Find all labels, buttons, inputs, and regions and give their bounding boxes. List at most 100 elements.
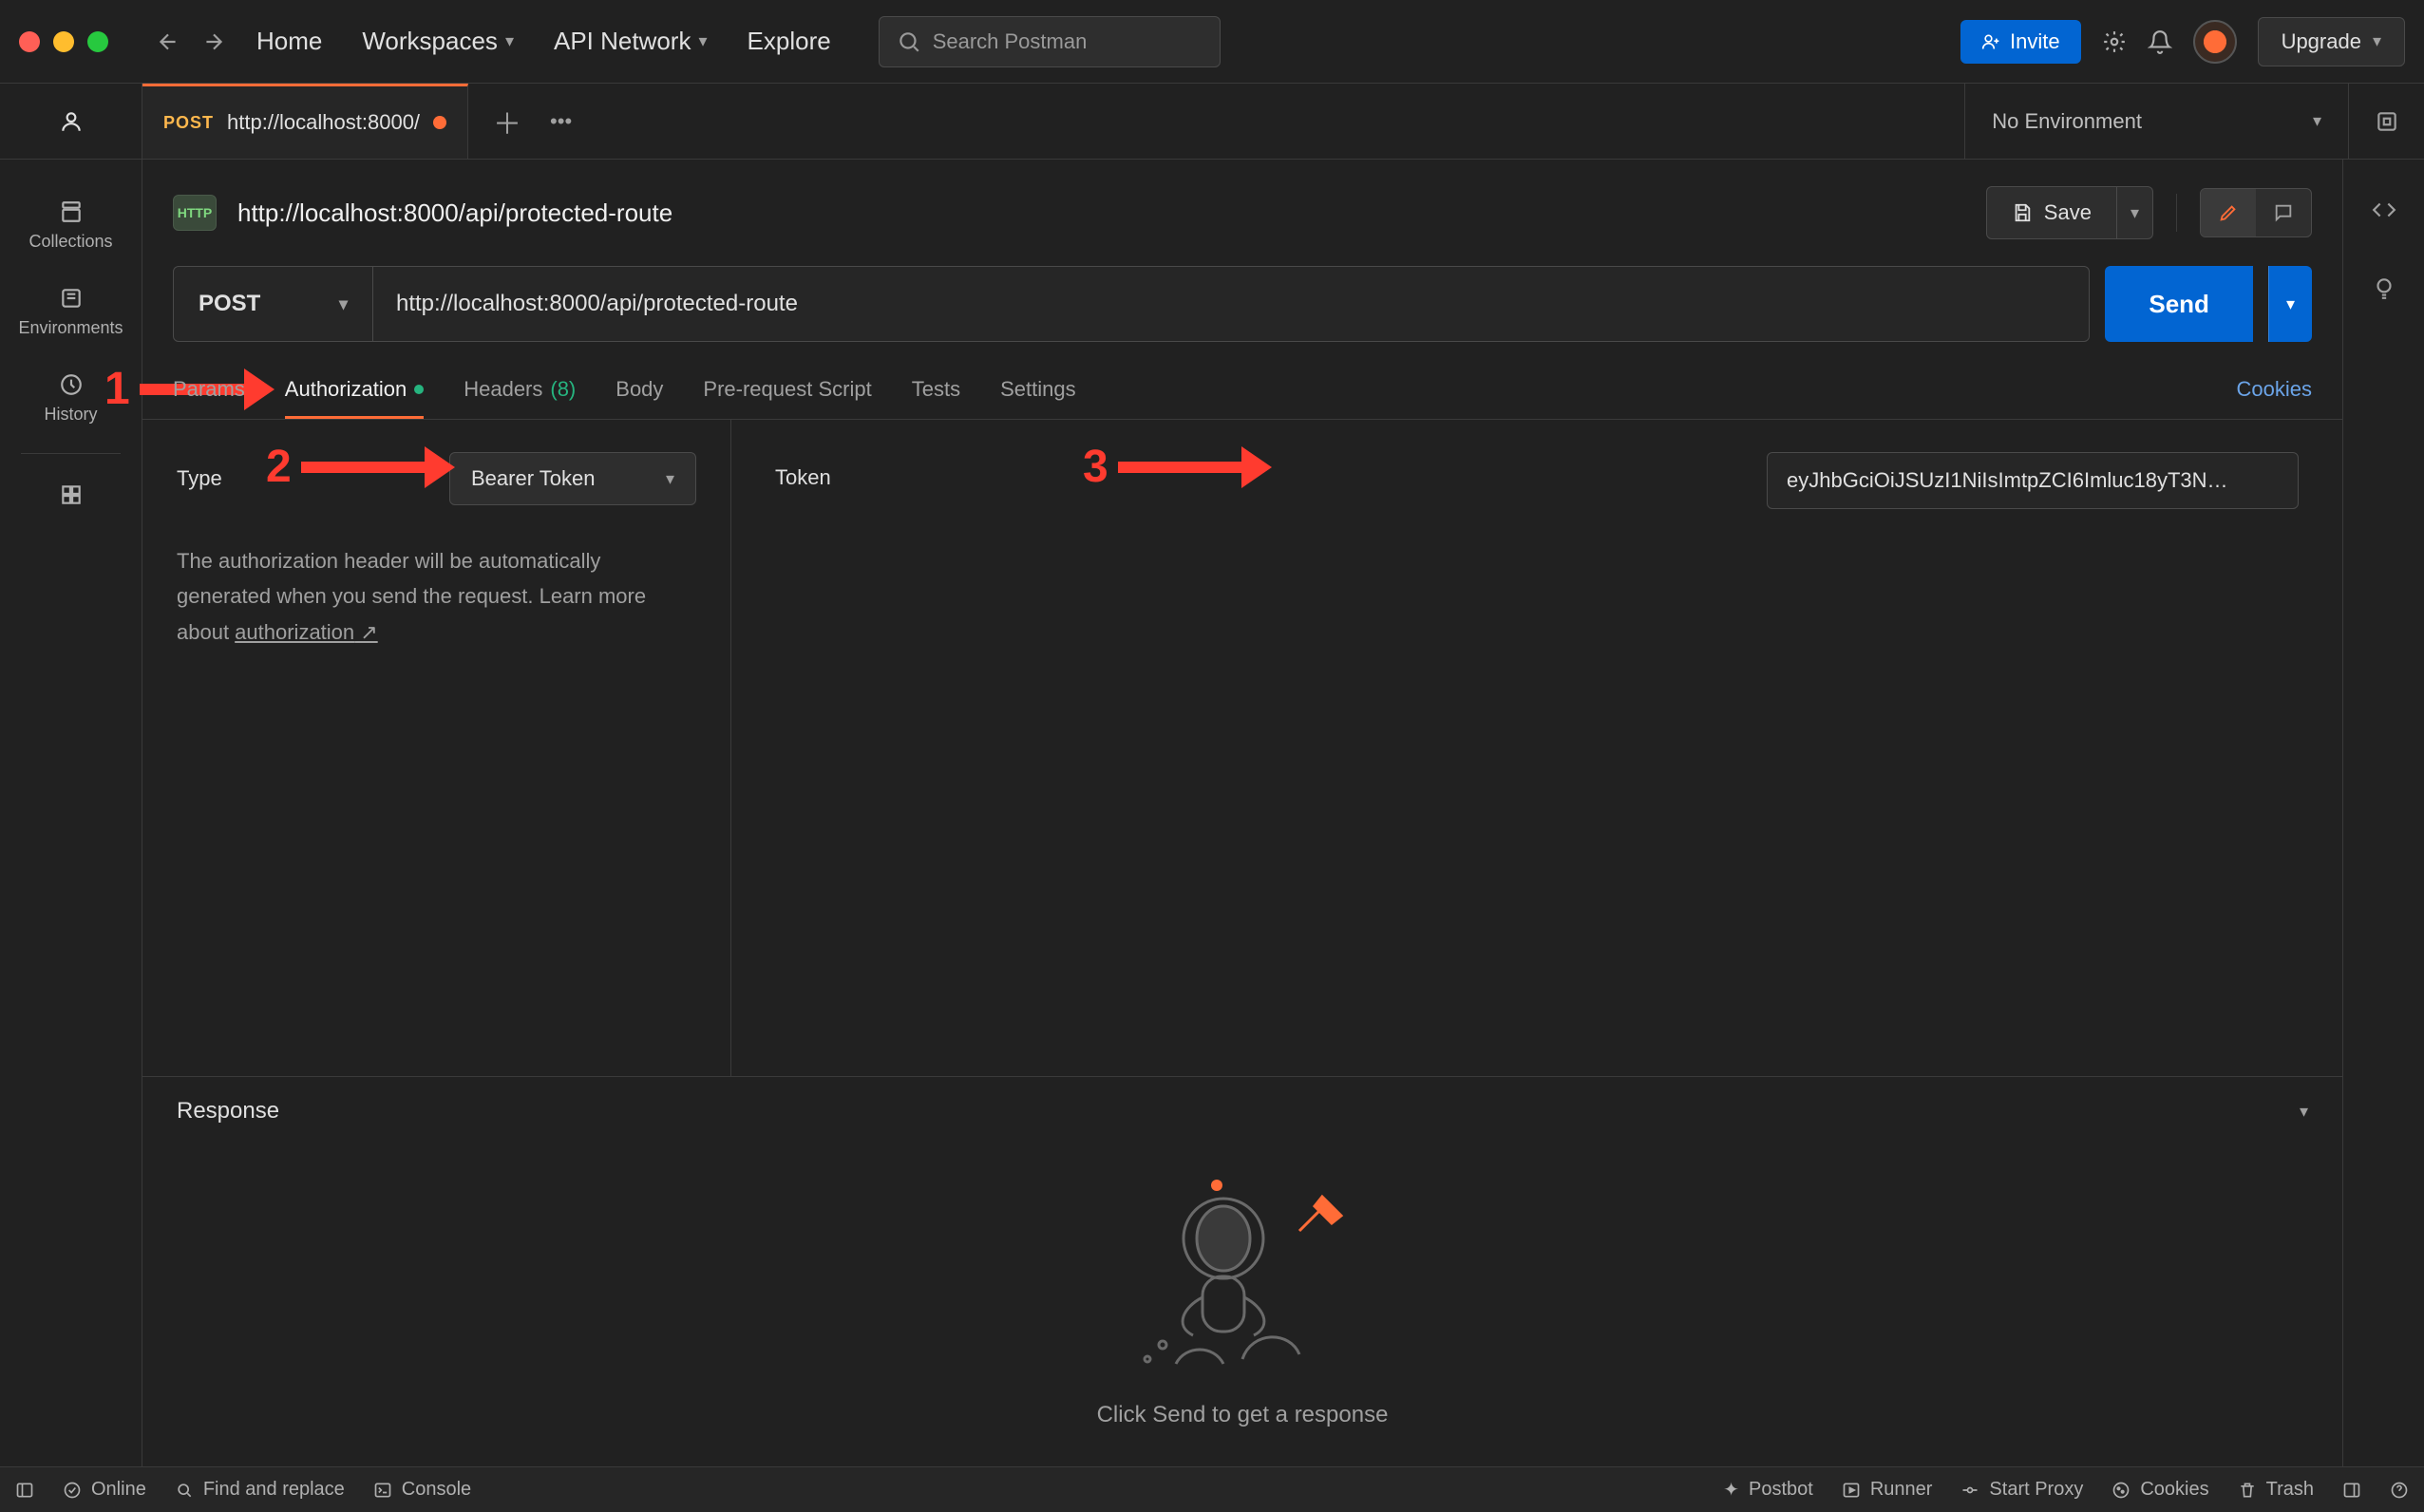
response-empty-state: Click Send to get a response <box>142 1145 2342 1466</box>
settings-button[interactable] <box>2102 29 2127 54</box>
footer-cookies-label: Cookies <box>2140 1479 2208 1501</box>
auth-type-select[interactable]: Bearer Token ▾ <box>449 452 696 505</box>
close-window[interactable] <box>19 31 40 52</box>
footer-right: ✦ Postbot Runner Start Proxy Cookies Tra… <box>1723 1478 2409 1502</box>
chevron-down-icon: ▾ <box>698 31 707 51</box>
top-right-controls: Invite Upgrade ▾ <box>1960 17 2405 66</box>
upgrade-label: Upgrade <box>2282 29 2361 54</box>
tab-overflow-button[interactable]: ••• <box>550 109 572 134</box>
save-button[interactable]: Save <box>1986 186 2117 239</box>
postbot-icon: ✦ <box>1723 1478 1739 1502</box>
authorization-docs-link[interactable]: authorization ↗ <box>235 620 378 644</box>
environment-select[interactable]: No Environment ▾ <box>1964 84 2348 159</box>
cookies-link[interactable]: Cookies <box>2237 377 2312 402</box>
auth-right-panel: Token 3 <box>731 420 2342 1076</box>
left-sidebar: Collections Environments History <box>0 160 142 1466</box>
sidebar-item-environments[interactable]: Environments <box>0 269 142 355</box>
http-badge: HTTP <box>173 195 217 231</box>
nav-forward-button[interactable] <box>199 28 228 56</box>
tab-headers-count: (8) <box>550 377 576 402</box>
request-header-row: HTTP http://localhost:8000/api/protected… <box>142 160 2342 258</box>
gear-icon <box>2102 29 2127 54</box>
send-options-button[interactable]: ▾ <box>2268 266 2312 342</box>
auth-active-indicator <box>414 385 424 394</box>
http-method-select[interactable]: POST ▾ <box>174 267 373 341</box>
request-tabs: 1 Params Authorization Headers (8) Body … <box>142 359 2342 420</box>
divider <box>2176 194 2177 232</box>
send-button[interactable]: Send <box>2105 266 2253 342</box>
proxy-label: Start Proxy <box>1989 1479 2083 1501</box>
person-icon <box>59 109 84 134</box>
tab-headers[interactable]: Headers (8) <box>464 359 576 419</box>
url-input[interactable] <box>373 267 2089 341</box>
runner-button[interactable]: Runner <box>1842 1478 1933 1502</box>
edit-view-button[interactable] <box>2201 189 2256 236</box>
code-snippet-button[interactable] <box>2372 198 2396 228</box>
nav-workspaces[interactable]: Workspaces ▾ <box>350 17 525 66</box>
proxy-icon <box>1960 1481 1979 1500</box>
sidebar-collections-label: Collections <box>28 232 112 252</box>
tab-authorization[interactable]: Authorization <box>285 359 424 419</box>
method-url-box: POST ▾ <box>173 266 2090 342</box>
nav-explore[interactable]: Explore <box>736 17 843 66</box>
minimize-window[interactable] <box>53 31 74 52</box>
tab-body[interactable]: Body <box>615 359 663 419</box>
token-label: Token <box>775 452 831 490</box>
nav-back-button[interactable] <box>154 28 182 56</box>
environment-quicklook-button[interactable] <box>2348 84 2424 159</box>
layout-icon <box>2342 1481 2361 1500</box>
unsaved-indicator <box>433 116 446 129</box>
chevron-down-icon: ▾ <box>666 469 674 489</box>
console-button[interactable]: Console <box>373 1479 471 1501</box>
cloud-check-icon <box>63 1481 82 1500</box>
help-button[interactable] <box>2390 1478 2409 1502</box>
traffic-lights <box>19 31 108 52</box>
trash-label: Trash <box>2266 1479 2314 1501</box>
sidebar-toggle-button[interactable] <box>15 1481 34 1500</box>
online-status[interactable]: Online <box>63 1479 146 1501</box>
footer-cookies-button[interactable]: Cookies <box>2112 1478 2208 1502</box>
tab-row: POST http://localhost:8000/ ＋ ••• No Env… <box>0 84 2424 160</box>
tab-tests[interactable]: Tests <box>912 359 960 419</box>
user-plus-icon <box>1981 32 2000 51</box>
tab-params[interactable]: Params <box>173 359 245 419</box>
find-replace-button[interactable]: Find and replace <box>175 1479 345 1501</box>
nav-api-network[interactable]: API Network ▾ <box>542 17 719 66</box>
sidebar-item-collections[interactable]: Collections <box>0 182 142 269</box>
comment-view-button[interactable] <box>2256 189 2311 236</box>
two-pane-button[interactable] <box>2342 1478 2361 1502</box>
nav-home[interactable]: Home <box>245 17 333 66</box>
main-area: Collections Environments History HTTP ht… <box>0 160 2424 1466</box>
auth-left-panel: Type Bearer Token ▾ 2 The authorization … <box>142 420 731 1076</box>
zoom-window[interactable] <box>87 31 108 52</box>
postbot-button[interactable]: ✦ Postbot <box>1723 1478 1813 1502</box>
url-row: POST ▾ Send ▾ <box>142 258 2342 359</box>
sidebar-item-configure[interactable] <box>0 465 142 524</box>
tab-pre-request[interactable]: Pre-request Script <box>703 359 871 419</box>
token-input[interactable] <box>1767 452 2299 509</box>
runner-label: Runner <box>1870 1479 1933 1501</box>
avatar[interactable] <box>2193 20 2237 64</box>
invite-button[interactable]: Invite <box>1960 20 2081 64</box>
help-icon <box>2390 1481 2409 1500</box>
new-tab-button[interactable]: ＋ <box>493 101 521 142</box>
notifications-button[interactable] <box>2148 29 2172 54</box>
sidebar-item-history[interactable]: History <box>0 355 142 442</box>
upgrade-button[interactable]: Upgrade ▾ <box>2258 17 2405 66</box>
open-request-tab[interactable]: POST http://localhost:8000/ <box>142 84 468 159</box>
auth-desc-link: authorization <box>235 620 354 644</box>
tab-authorization-label: Authorization <box>285 377 407 402</box>
search-icon <box>175 1481 194 1500</box>
chevron-down-icon: ▾ <box>2373 31 2381 51</box>
tab-settings[interactable]: Settings <box>1000 359 1076 419</box>
save-options-button[interactable]: ▾ <box>2117 186 2153 239</box>
start-proxy-button[interactable]: Start Proxy <box>1960 1478 2083 1502</box>
right-rail-info-button[interactable] <box>2372 275 2396 306</box>
response-section: Response ▾ Cl <box>142 1076 2342 1466</box>
search-input[interactable]: Search Postman <box>879 16 1221 67</box>
account-icon-button[interactable] <box>0 84 142 159</box>
trash-button[interactable]: Trash <box>2238 1478 2314 1502</box>
search-icon <box>897 29 921 54</box>
auth-description: The authorization header will be automat… <box>177 543 696 650</box>
chevron-down-icon[interactable]: ▾ <box>2300 1102 2308 1122</box>
